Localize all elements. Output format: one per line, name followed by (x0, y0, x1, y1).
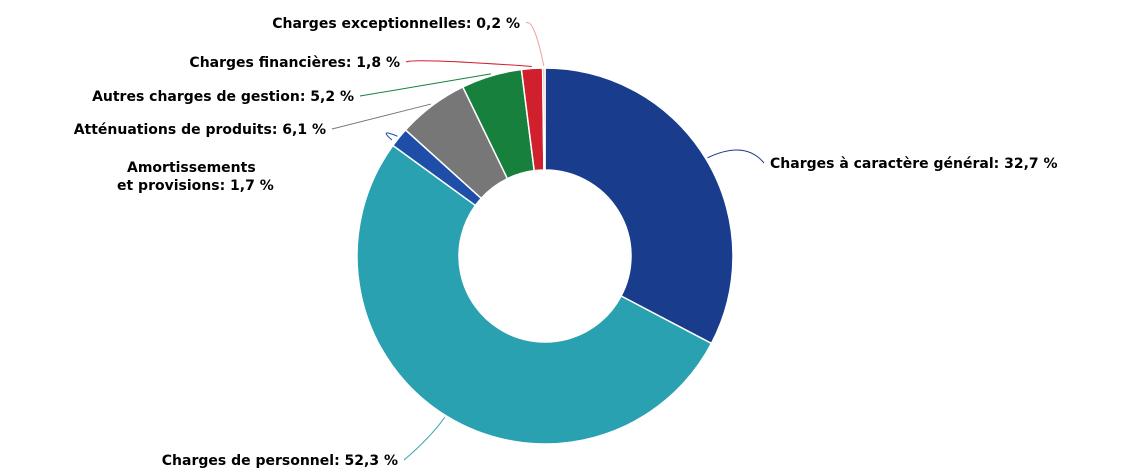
label-attenuations-de-produits: Atténuations de produits: 6,1 % (74, 122, 326, 138)
leader-line-autres-charges-de-gestion (359, 73, 491, 97)
slice-charges-exceptionnelles (541, 67, 546, 171)
leader-lines-layer (331, 22, 765, 461)
leader-line-charges-exceptionnelles (525, 22, 545, 67)
leader-line-amortissements-et-provisions (385, 132, 398, 141)
label-charges-financieres: Charges financières: 1,8 % (189, 55, 400, 71)
label-charges-de-personnel: Charges de personnel: 52,3 % (162, 453, 398, 468)
label-charges-a-caractere-general: Charges à caractère général: 32,7 % (770, 156, 1058, 172)
leader-line-charges-financieres (405, 60, 532, 67)
leader-line-attenuations-de-produits (331, 103, 432, 130)
label-line-amortissements-et-provisions-0: Amortissements (127, 160, 256, 176)
labels-layer: Charges à caractère général: 32,7 % Charg… (74, 16, 1058, 469)
label-autres-charges-de-gestion: Autres charges de gestion: 5,2 % (92, 89, 354, 105)
slice-charges-de-personnel (356, 144, 713, 445)
label-charges-exceptionnelles: Charges exceptionnelles: 0,2 % (272, 16, 520, 32)
label-amortissements-et-provisions: Amortissements et provisions: 1,7 % (117, 160, 274, 194)
leader-line-charges-a-caractere-general (707, 149, 765, 164)
slices-layer (356, 67, 734, 445)
label-line-amortissements-et-provisions-1: et provisions: 1,7 % (117, 178, 274, 194)
slice-charges-a-caractere-general (544, 67, 734, 345)
leader-line-charges-de-personnel (403, 417, 446, 461)
